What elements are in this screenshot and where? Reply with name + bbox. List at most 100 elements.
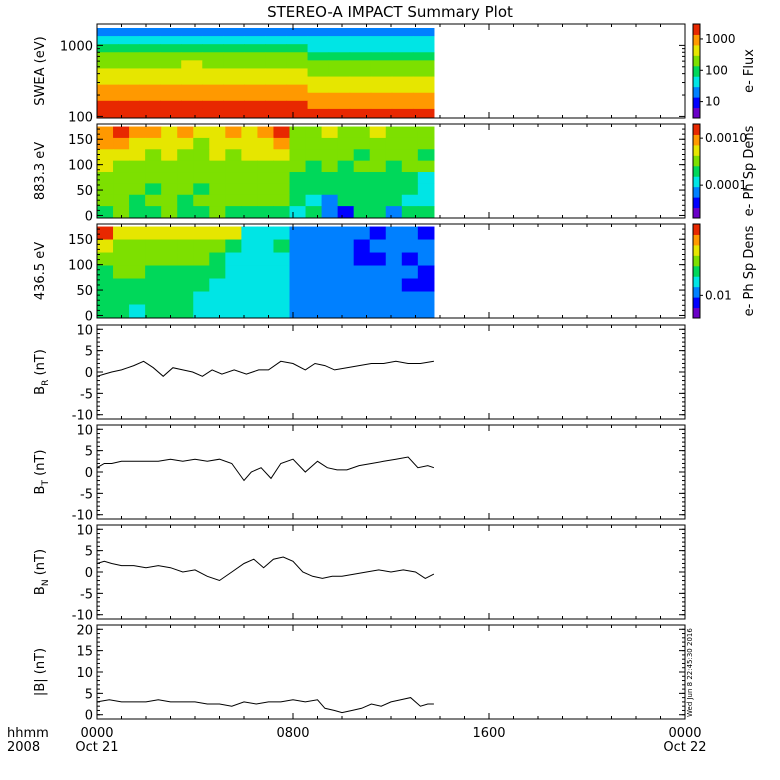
heatmap-cell [349,108,372,118]
heatmap-cell [401,172,419,184]
heatmap-cell [353,226,371,241]
heatmap-cell [225,226,242,241]
heatmap-cell [328,100,351,110]
heatmap-cell [273,194,291,207]
heatmap-cell [257,160,275,173]
heatmap-cell [349,28,372,37]
heatmap-cell [97,172,114,184]
heatmap-cell [286,68,309,78]
heatmap-cell [118,28,140,37]
y-tick-label: 100 [68,259,93,274]
hhmm-label: hhmm [7,726,49,741]
heatmap-cell [401,149,419,162]
heatmap-cell [286,44,309,53]
heatmap-cell [391,100,414,110]
colorbar-swatch [693,55,700,67]
heatmap-cell [286,108,309,118]
heatmap-cell [305,149,323,162]
colorbar-tick-label: 0.0001 [705,178,747,192]
heatmap-cells [97,126,435,219]
heatmap-cell [244,44,267,53]
heatmap-cell [417,172,435,184]
heatmap-cell [305,278,323,293]
heatmap-cell [97,92,119,102]
heatmap-cell [369,252,387,267]
heatmap-cell [412,100,435,110]
heatmap-cell [257,239,275,254]
heatmap-cell [369,304,387,319]
heatmap-cell [286,100,309,110]
heatmap-cell [223,108,245,118]
heatmap-cell [181,60,203,70]
heatmap-cell [273,149,291,162]
heatmap-cell [353,265,371,280]
colorbar-frame [692,223,701,319]
heatmap-cell [139,100,161,110]
time-tick-label: 0800 [276,726,309,741]
heatmap-cell [257,206,275,219]
heatmap-cell [412,108,435,118]
heatmap-cell [273,206,291,219]
heatmap-cell [145,172,162,184]
heatmap-cell [321,252,339,267]
heatmap-cell [202,52,224,61]
heatmap-cell [337,304,355,319]
year-label: 2008 [7,740,40,755]
heatmap-cell [209,239,226,254]
heatmap-cell [118,100,140,110]
heatmap-cell [385,304,403,319]
colorbar-swatch [693,197,700,209]
heatmap-cell [139,84,161,94]
heatmap-cell [286,52,309,61]
heatmap-cell [273,126,291,139]
heatmap-cell [385,149,403,162]
y-axis-label: e- Flux [742,49,757,93]
panel-pad436: 0.01 e- Ph Sp Dens 0 50 100 150 436.5 eV [33,223,757,324]
y-tick-label: 20 [76,623,93,638]
y-tick-label: 0 [85,466,93,481]
heatmap-cell [321,126,339,139]
heatmap-cell [321,149,339,162]
heatmap-cell [391,76,414,86]
heatmap-cell [145,265,162,280]
heatmap-cell [225,194,242,207]
colorbar-tick-label: 100 [705,63,728,77]
heatmap-cell [113,194,130,207]
heatmap-cell [193,291,210,306]
colorbar-swatch [693,265,700,277]
heatmap-cell [118,52,140,61]
heatmap-cell [244,52,267,61]
heatmap-cell [289,265,307,280]
time-date-label: Oct 21 [75,740,118,755]
heatmap-cell [241,252,259,267]
heatmap-cell [145,291,162,306]
colorbar-swatch [693,34,700,46]
heatmap-cell [223,36,245,45]
heatmap-cell [257,183,275,196]
panel-swea: 10 100 1000 e- Flux 100 1000 SWEA (eV) [33,23,757,125]
heatmap-cell [369,137,387,150]
heatmap-cell [385,252,403,267]
heatmap-cell [97,60,119,70]
heatmap-cell [307,44,330,53]
heatmap-cell [97,160,114,173]
heatmap-cell [177,291,194,306]
heatmap-cell [145,194,162,207]
heatmap-cell [337,126,355,139]
heatmap-cell [265,108,288,118]
heatmap-cell [307,108,330,118]
heatmap-cell [337,137,355,150]
heatmap-cell [129,304,146,319]
series-line [96,360,434,377]
heatmap-cell [193,126,210,139]
y-axis-label: |B| (nT) [33,648,48,696]
heatmap-cell [244,68,267,78]
colorbar-swatch [693,107,700,119]
heatmap-cell [177,126,194,139]
heatmap-cell [265,60,288,70]
heatmap-cell [391,108,414,118]
heatmap-cell [225,183,242,196]
heatmap-cell [223,76,245,86]
heatmap-cell [401,291,419,306]
heatmap-cell [385,239,403,254]
